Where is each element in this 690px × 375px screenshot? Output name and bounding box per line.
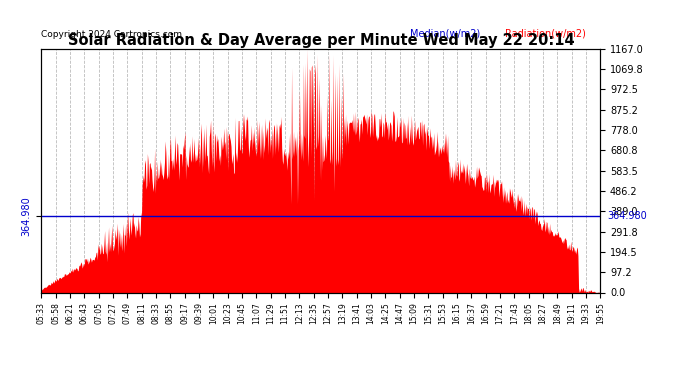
- Text: Radiation(w/m2): Radiation(w/m2): [505, 29, 586, 39]
- Text: 364.980: 364.980: [607, 211, 647, 221]
- Text: Copyright 2024 Cartronics.com: Copyright 2024 Cartronics.com: [41, 30, 182, 39]
- Title: Solar Radiation & Day Average per Minute Wed May 22 20:14: Solar Radiation & Day Average per Minute…: [68, 33, 574, 48]
- Text: Median(w/m2): Median(w/m2): [411, 29, 480, 39]
